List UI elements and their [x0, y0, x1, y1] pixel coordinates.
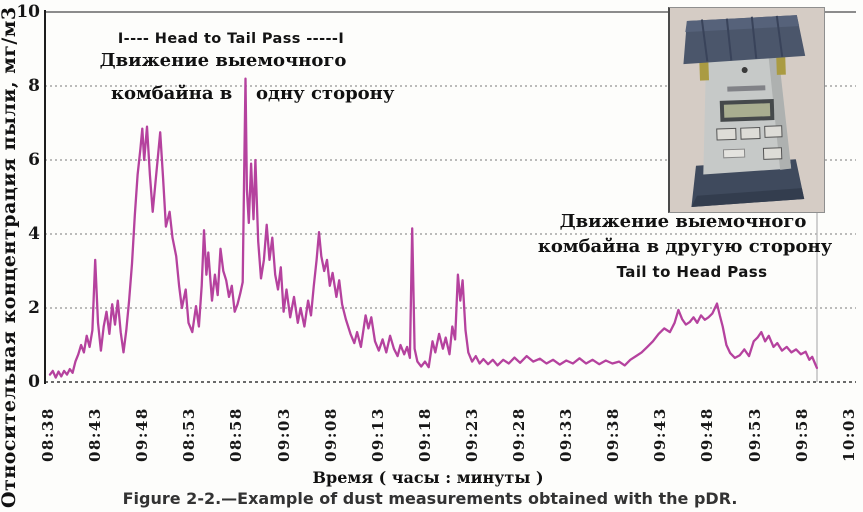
- y-tick-label: 4: [28, 224, 40, 244]
- device-left-clip: [699, 59, 710, 81]
- right-annotation-line2: комбайна в другую сторону: [537, 236, 833, 257]
- x-tick-label: 09:23: [462, 407, 481, 462]
- x-tick-label: 09:13: [368, 407, 387, 462]
- y-tick-label: 8: [28, 76, 40, 96]
- head-to-tail-pass-label: I---- Head to Tail Pass -----I: [117, 31, 345, 47]
- left-annotation-line2b: одну сторону: [256, 83, 395, 104]
- x-tick-label: 08:58: [227, 407, 246, 462]
- device-inlet: [741, 67, 748, 74]
- x-tick-label: 08:43: [86, 407, 105, 462]
- device-button-2: [740, 127, 761, 140]
- pdr-device-photo: [668, 7, 825, 213]
- device-button-1: [716, 127, 737, 141]
- x-tick-label: 09:38: [604, 407, 623, 462]
- device-lcd-screen: [723, 103, 771, 118]
- x-tick-label: 09:03: [274, 407, 293, 462]
- x-tick-label: 09:28: [510, 407, 529, 462]
- y-tick-label: 2: [28, 298, 40, 318]
- x-tick-label: 08:53: [180, 407, 199, 462]
- device-button-4: [762, 147, 783, 160]
- left-annotation-line2a: комбайна в: [111, 83, 233, 104]
- x-tick-label: 08:38: [39, 407, 57, 462]
- x-tick-label: 09:48: [698, 407, 717, 462]
- x-tick-label: 09:58: [792, 407, 811, 462]
- figure-caption: Figure 2-2.—Example of dust measurements…: [122, 489, 738, 508]
- y-tick-label: 10: [16, 2, 40, 22]
- y-tick-label: 6: [28, 150, 40, 170]
- pdr-device-illustration: [683, 15, 806, 207]
- tail-to-head-pass-label: Tail to Head Pass: [616, 263, 768, 281]
- x-tick-label: 09:48: [133, 407, 152, 462]
- x-axis-title: Время ( часы : минуты ): [312, 468, 544, 487]
- x-tick-label: 10:03: [839, 407, 858, 462]
- device-brand-text: [727, 85, 766, 92]
- x-tick-label: 09:53: [745, 407, 764, 462]
- x-tick-label: 09:43: [651, 407, 670, 462]
- device-button-3: [764, 125, 783, 138]
- y-tick-label: 0: [28, 372, 40, 392]
- x-tick-label: 09:33: [557, 407, 576, 462]
- dust-concentration-series: [48, 77, 819, 379]
- device-label: [722, 148, 746, 159]
- x-tick-label: 09:18: [415, 407, 434, 462]
- device-right-clip: [776, 53, 786, 75]
- left-annotation-line1: Движение выемочного: [99, 50, 347, 71]
- x-tick-label: 09:08: [321, 407, 340, 462]
- right-annotation-line1: Движение выемочного: [559, 211, 807, 232]
